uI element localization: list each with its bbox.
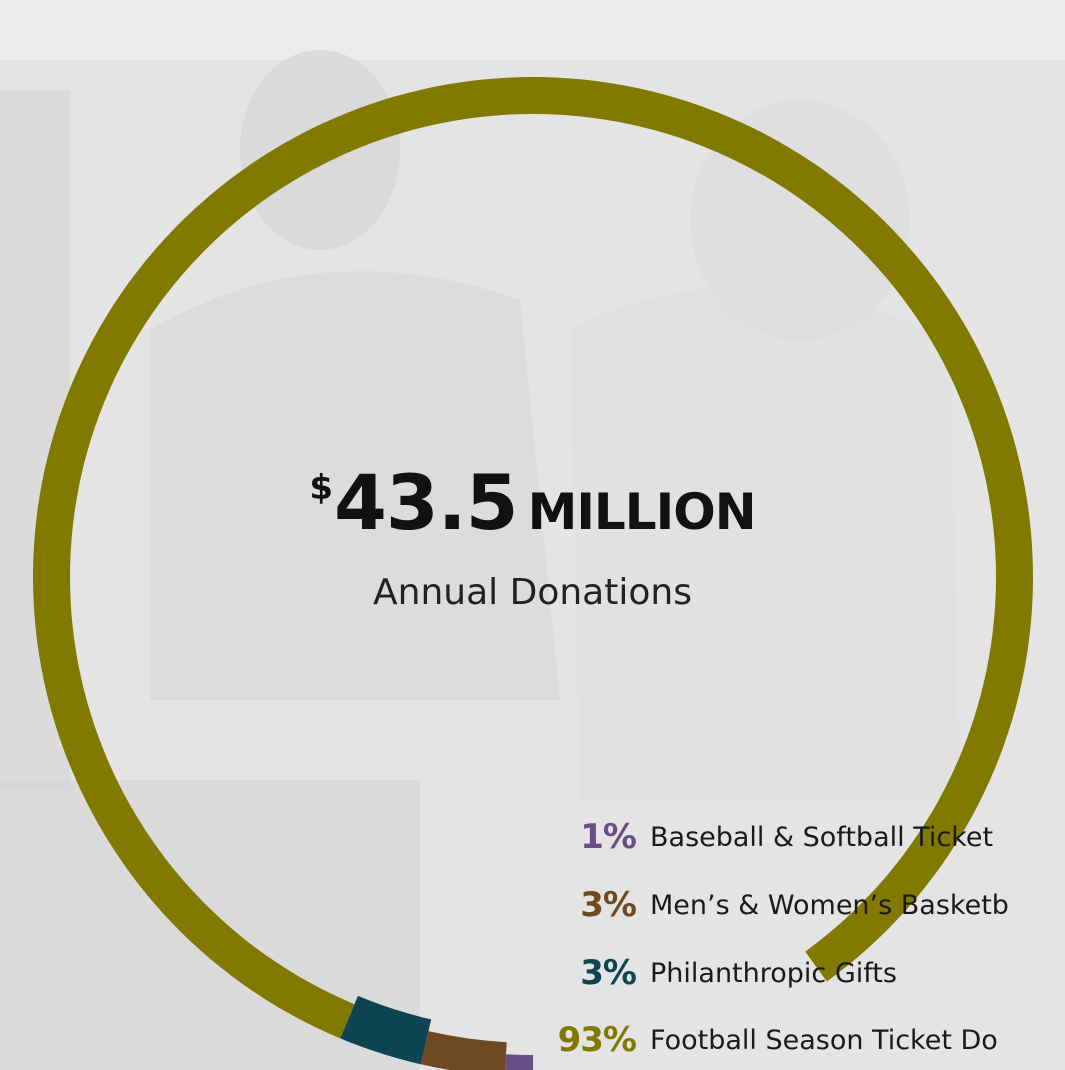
pie-slice-0 [505, 1054, 533, 1070]
legend-row-philanthropic: 3% Philanthropic Gifts [540, 953, 1065, 997]
headline-total: $43.5 MILLION [0, 458, 1065, 547]
legend-row-basketball: 3% Men’s & Women’s Basketb [540, 885, 1065, 929]
legend-row-baseball-softball: 1% Baseball & Softball Ticket [540, 817, 1065, 861]
legend-label: Baseball & Softball Ticket [650, 821, 994, 853]
legend-label: Men’s & Women’s Basketb [650, 889, 1009, 921]
pie-slice-2 [340, 995, 432, 1065]
legend-label: Football Season Ticket Do [650, 1024, 998, 1056]
legend-label: Philanthropic Gifts [650, 957, 897, 989]
legend-row-football: 93% Football Season Ticket Do [540, 1020, 1065, 1064]
legend-percent: 93% [557, 1020, 637, 1060]
headline-unit: MILLION [527, 483, 757, 541]
headline-currency: $ [309, 468, 333, 508]
pie-slice-1 [420, 1031, 507, 1070]
legend-percent: 1% [580, 817, 637, 857]
headline-amount: 43.5 [334, 458, 519, 547]
chart-subtitle: Annual Donations [373, 572, 692, 613]
legend-percent: 3% [580, 885, 637, 925]
legend-percent: 3% [580, 953, 637, 993]
chart-slices [32, 77, 1033, 1070]
